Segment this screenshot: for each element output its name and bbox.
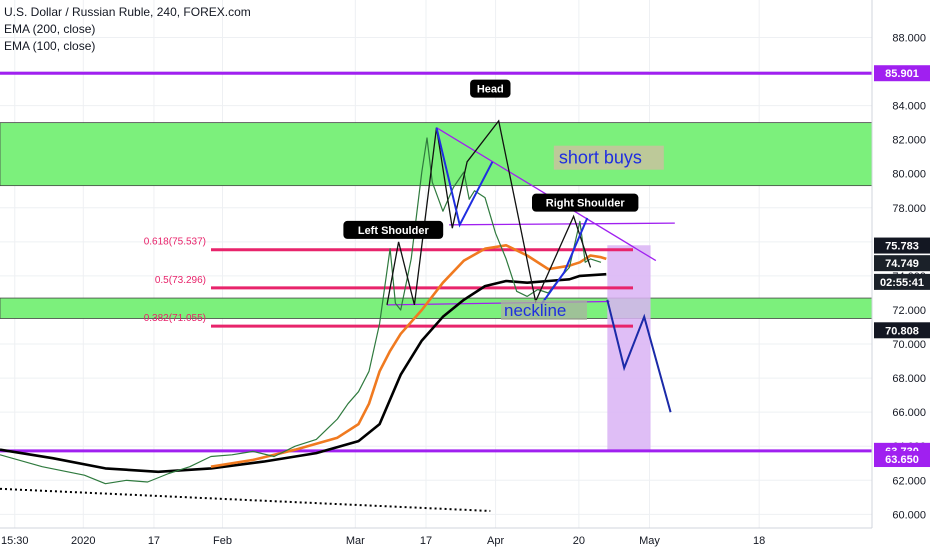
annotation-text: Head xyxy=(477,84,504,96)
y-tick-label: 62.000 xyxy=(892,475,926,487)
y-tick-label: 70.000 xyxy=(892,339,926,351)
pattern-leg xyxy=(540,217,589,306)
y-tick-label: 88.000 xyxy=(892,32,926,44)
symbol-title[interactable]: U.S. Dollar / Russian Ruble, 240, FOREX.… xyxy=(4,5,251,19)
x-tick-label: 17 xyxy=(148,535,160,547)
x-tick-label: 15:30 xyxy=(1,535,29,547)
price-tag-label: 74.749 xyxy=(885,258,919,270)
y-tick-label: 60.000 xyxy=(892,509,926,521)
fib-level-label: 0.5(73.296) xyxy=(155,275,206,286)
pattern-path xyxy=(386,119,592,306)
price-tag-label: 85.901 xyxy=(885,68,919,80)
fib-level-label: 0.382(71.055) xyxy=(144,313,206,324)
x-tick-label: Mar xyxy=(346,535,365,547)
y-tick-label: 82.000 xyxy=(892,135,926,147)
price-tag-bg xyxy=(874,255,930,272)
y-tick-label: 68.000 xyxy=(892,373,926,385)
projection-path xyxy=(606,299,672,413)
price-tag-label: 02:55:41 xyxy=(880,277,924,289)
dotted-trendline xyxy=(0,487,491,512)
y-tick-label: 84.000 xyxy=(892,101,926,113)
x-tick-label: 18 xyxy=(753,535,765,547)
price-tag-bg xyxy=(874,65,930,82)
price-tag-bg xyxy=(874,322,930,339)
y-tick-label: 72.000 xyxy=(892,305,926,317)
pattern-leg xyxy=(435,127,494,228)
projection-box xyxy=(607,245,651,452)
price-tag-label: 63.650 xyxy=(885,454,919,466)
trendline xyxy=(449,222,675,226)
annotation-bg xyxy=(501,299,588,320)
x-tick-label: Feb xyxy=(213,535,232,547)
x-tick-label: 20 xyxy=(573,535,585,547)
support-resistance-zone xyxy=(0,297,873,319)
annotation-bg xyxy=(343,220,444,239)
time-axis-bg xyxy=(0,528,932,550)
annotation-text: Right Shoulder xyxy=(546,198,626,210)
y-tick-label: 80.000 xyxy=(892,169,926,181)
y-tick-label: 78.000 xyxy=(892,203,926,215)
price-tag-bg xyxy=(874,273,930,290)
annotation-bg xyxy=(553,145,664,170)
annotation-text: neckline xyxy=(504,301,566,320)
ema200-legend[interactable]: EMA (200, close) xyxy=(4,22,96,36)
price-tag-label: 70.808 xyxy=(885,325,919,337)
annotation-text: Left Shoulder xyxy=(358,225,430,237)
annotation-text: short buys xyxy=(559,148,642,168)
y-tick-label: 66.000 xyxy=(892,407,926,419)
x-tick-label: May xyxy=(639,535,660,547)
x-tick-label: 17 xyxy=(420,535,432,547)
x-tick-label: 2020 xyxy=(71,535,95,547)
chart-legend: U.S. Dollar / Russian Ruble, 240, FOREX.… xyxy=(4,4,251,55)
ema100-legend[interactable]: EMA (100, close) xyxy=(4,39,96,53)
series-line xyxy=(210,244,607,468)
price-tag-bg xyxy=(874,451,930,468)
price-tag-bg xyxy=(874,237,930,254)
x-tick-label: Apr xyxy=(487,535,504,547)
annotation-bg xyxy=(531,193,639,212)
fib-level-label: 0.618(75.537) xyxy=(144,237,206,248)
price-tag-label: 75.783 xyxy=(885,241,919,253)
annotation-bg xyxy=(470,79,511,98)
